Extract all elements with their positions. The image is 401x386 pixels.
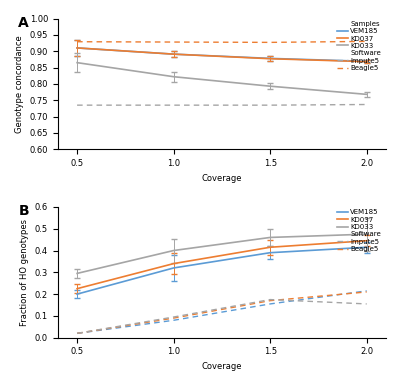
X-axis label: Coverage: Coverage: [202, 174, 242, 183]
Text: A: A: [18, 16, 29, 30]
X-axis label: Coverage: Coverage: [202, 362, 242, 371]
Y-axis label: Genotype concordance: Genotype concordance: [15, 35, 24, 133]
Legend: VEM185, KD037, KD033, Software, Impute5, Beagle5: VEM185, KD037, KD033, Software, Impute5,…: [336, 208, 383, 254]
Y-axis label: Fraction of HO genotypes: Fraction of HO genotypes: [20, 219, 29, 326]
Text: B: B: [18, 204, 29, 218]
Legend: Samples, VEM185, KD037, KD033, Software, Impute5, Beagle5: Samples, VEM185, KD037, KD033, Software,…: [336, 19, 383, 73]
